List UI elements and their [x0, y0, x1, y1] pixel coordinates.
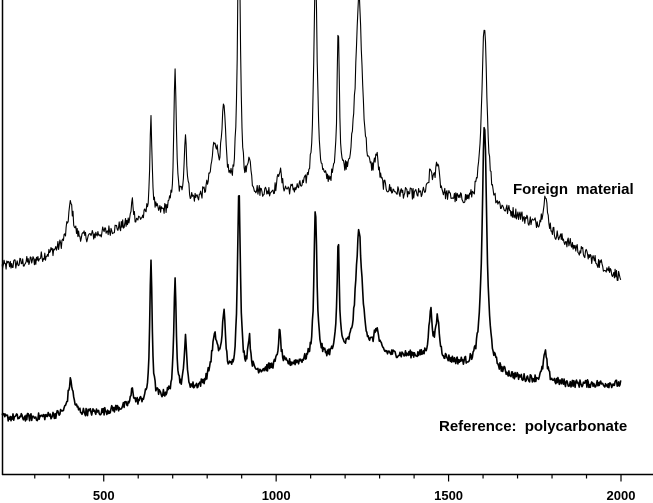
series-line-reference-polycarbonate	[1, 126, 622, 422]
series-label-foreign-material: Foreign material	[513, 181, 634, 198]
x-axis-ticks	[34, 474, 622, 482]
x-tick-label: 1000	[262, 488, 291, 503]
x-tick-label: 1500	[434, 488, 463, 503]
series-line-foreign-material	[1, 0, 622, 281]
x-axis-tick-labels: 500 1000 1500 2000	[93, 488, 636, 503]
x-tick-label: 500	[93, 488, 115, 503]
series-label-reference-polycarbonate: Reference: polycarbonate	[439, 418, 627, 435]
x-tick-label: 2000	[607, 488, 636, 503]
spectrum-series	[1, 0, 622, 422]
